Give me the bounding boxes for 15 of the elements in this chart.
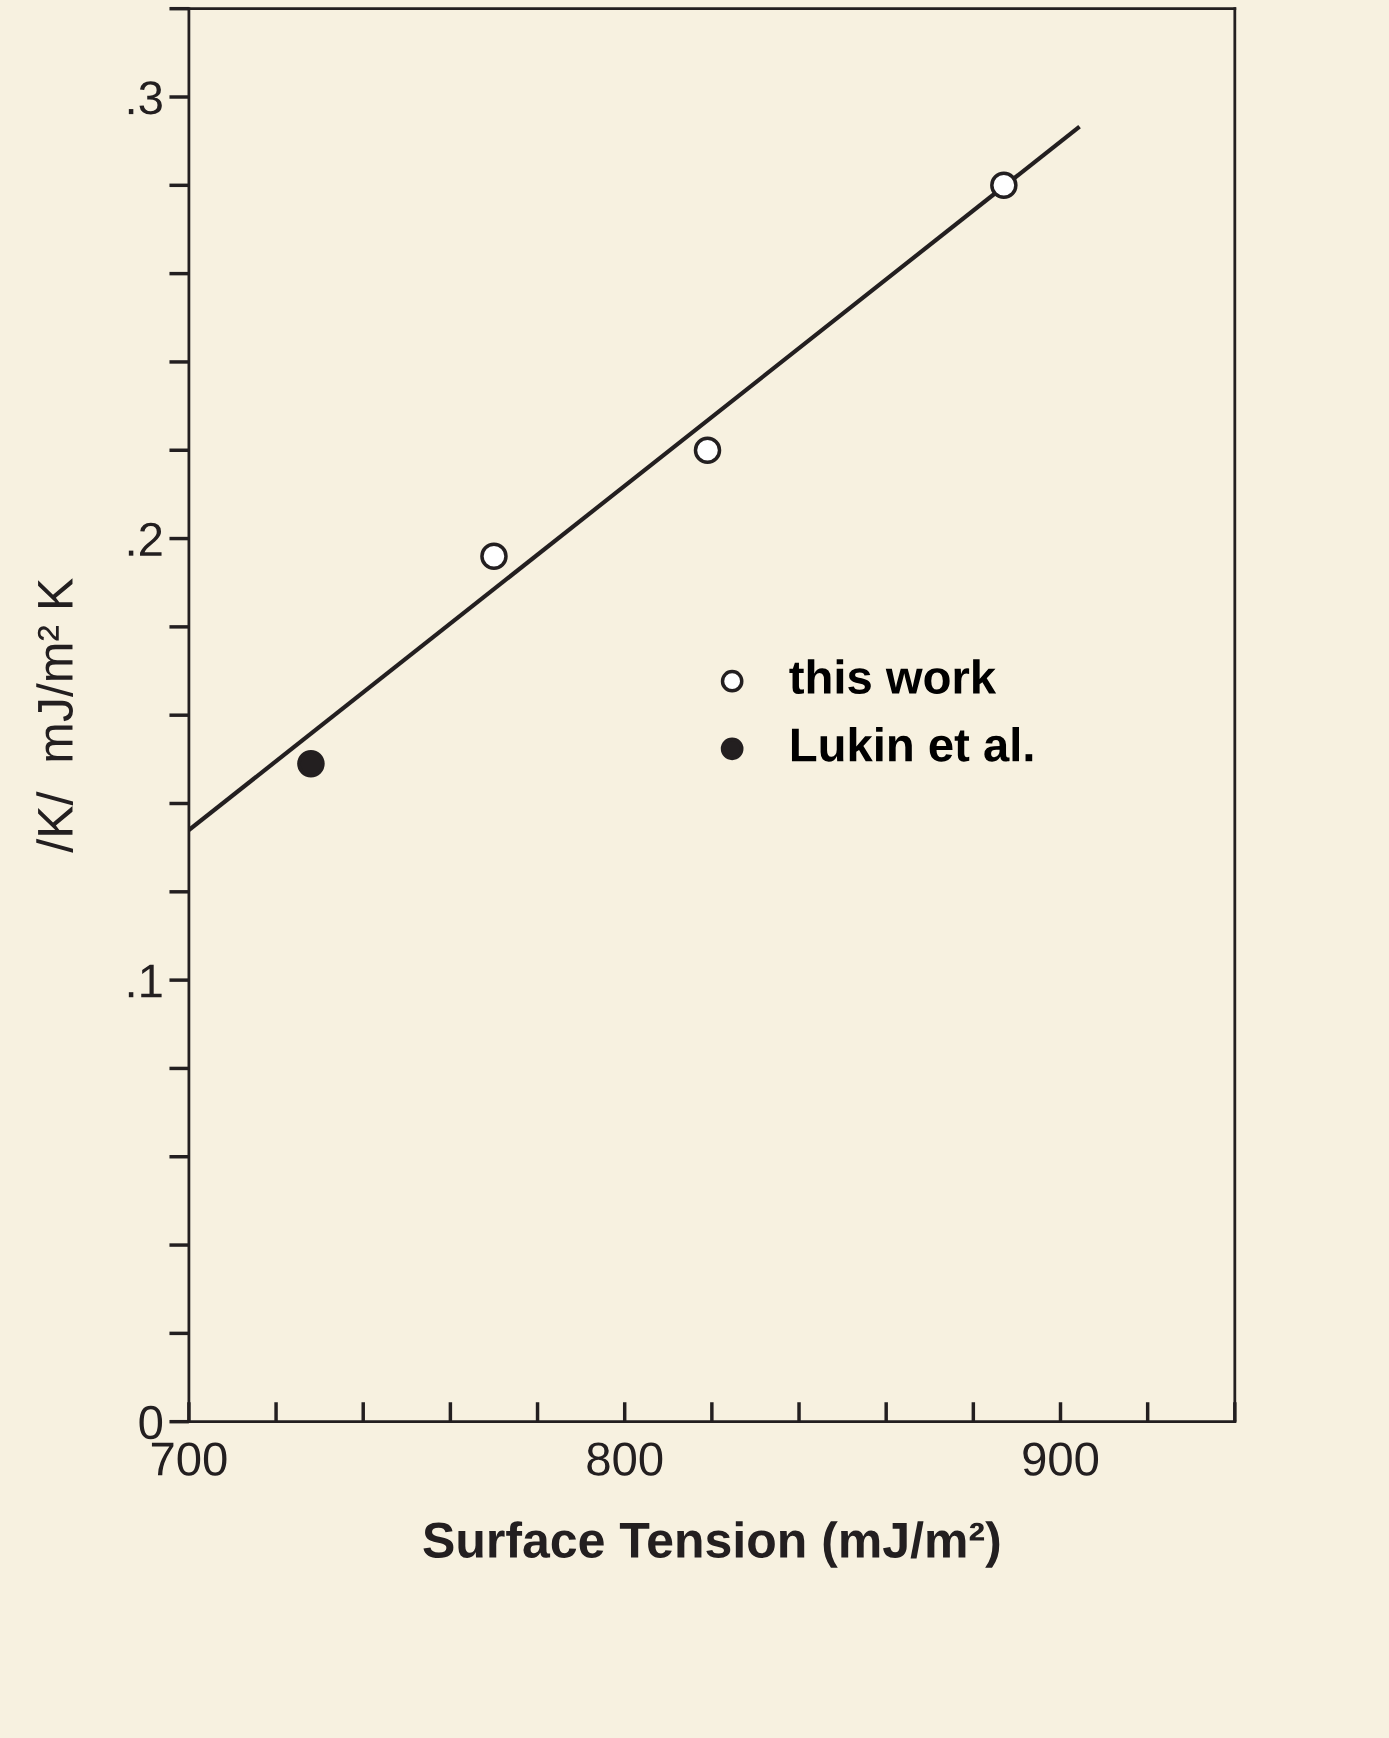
y-axis-title: /K/ mJ/m² K — [36, 578, 73, 853]
y-tick-label: .2 — [128, 522, 162, 556]
legend-label: Lukin et al. — [791, 726, 1033, 762]
x-axis-title: Surface Tension (mJ/m²) — [423, 1521, 1000, 1568]
y-tick-label: .3 — [128, 81, 162, 115]
legend-label: this work — [789, 659, 997, 695]
y-tick-label: .1 — [128, 964, 162, 998]
point — [480, 542, 508, 570]
x-tick-label: 800 — [587, 1442, 663, 1476]
point — [297, 749, 325, 778]
point — [693, 436, 722, 465]
x-tick-label: 900 — [1023, 1442, 1099, 1476]
x-tick-label: 700 — [151, 1442, 227, 1476]
y-tick-label: 0 — [139, 1405, 163, 1440]
point — [990, 171, 1018, 200]
